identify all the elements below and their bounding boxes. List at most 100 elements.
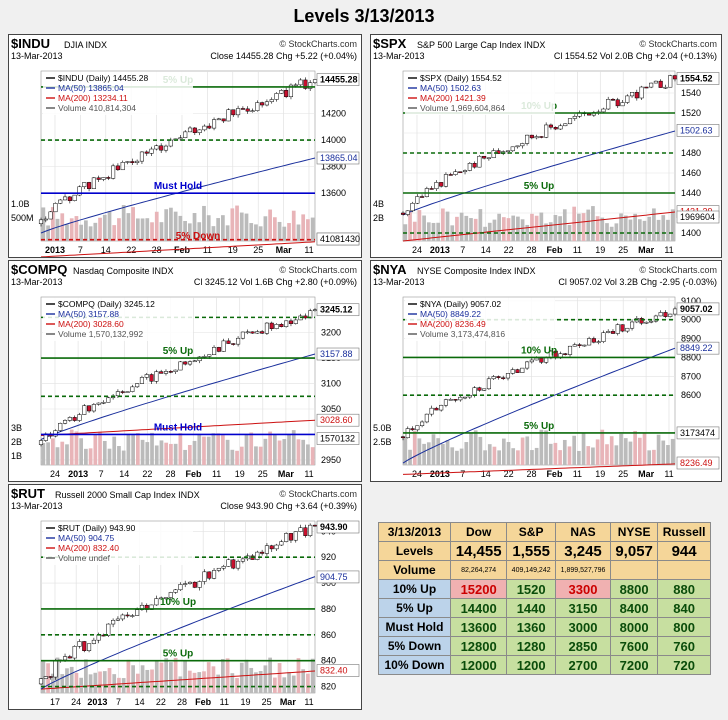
volume-bar — [41, 443, 46, 465]
x-tick-label: 22 — [142, 469, 152, 479]
volume-bar — [69, 429, 74, 465]
volume-bar — [306, 444, 310, 465]
candle — [255, 331, 260, 334]
volume-bar — [296, 224, 301, 241]
volume-bar — [249, 223, 254, 241]
y-tick-label: 860 — [321, 630, 336, 640]
candle — [587, 113, 592, 116]
candle — [212, 570, 217, 579]
x-tick-label: Mar — [280, 697, 297, 707]
volume-bar — [623, 438, 628, 465]
chart-svg-rut: $RUT Russell 2000 Small Cap Index INDX © S… — [11, 486, 360, 707]
volume-bar — [558, 216, 562, 241]
candle — [240, 331, 245, 339]
candle — [264, 322, 269, 334]
volume-bar — [666, 219, 670, 241]
volume-bar — [511, 448, 516, 465]
x-tick-label: 25 — [253, 245, 263, 255]
volume-bar — [637, 219, 642, 241]
x-tick-label: 7 — [460, 245, 465, 255]
volume-bar — [117, 677, 121, 693]
candle — [477, 387, 482, 391]
level-value: 3,245 — [554, 541, 612, 561]
candle — [303, 79, 308, 89]
candle — [168, 592, 173, 598]
volume-bar — [178, 433, 183, 465]
volume-bar — [230, 673, 235, 693]
x-tick-label: 11 — [212, 469, 221, 479]
candle — [591, 338, 596, 343]
volume-bar — [211, 433, 216, 465]
chart-svg-compq: $COMPQ Nasdaq Composite INDX © StockCharts… — [11, 262, 360, 479]
candle — [245, 108, 250, 112]
volume-bar — [126, 659, 131, 693]
candle — [672, 75, 678, 80]
candle — [159, 597, 164, 600]
candle — [653, 80, 658, 84]
volume-bar — [586, 209, 591, 241]
candle — [625, 327, 630, 332]
candle — [264, 545, 269, 554]
candle — [77, 186, 82, 196]
volume-bar — [131, 665, 135, 693]
candle — [226, 109, 231, 122]
col-header: Dow — [449, 522, 508, 542]
candle — [101, 402, 106, 404]
candle — [216, 567, 221, 571]
volume-bar — [202, 436, 206, 465]
volume-bar — [140, 439, 145, 465]
volume-bar — [169, 662, 173, 693]
volume-bar — [183, 449, 187, 465]
candle — [477, 155, 482, 168]
candle — [630, 92, 635, 97]
symbol-description: DJIA INDX — [64, 40, 107, 50]
legend-entry: $NYA (Daily) 9057.02 — [420, 299, 501, 309]
candle — [534, 357, 539, 361]
volume-bar — [254, 224, 258, 241]
volume-value: 1,899,527,796 — [554, 560, 612, 580]
candle — [260, 331, 265, 334]
price-tag-box — [676, 72, 720, 85]
price-tag-label: 41081430 — [320, 234, 360, 244]
volume-axis-label: 2B — [373, 213, 384, 223]
volume-bar — [277, 221, 282, 241]
volume-bar — [619, 433, 623, 465]
legend-entry: $INDU (Daily) 14455.28 — [58, 73, 149, 83]
volume-bar — [84, 448, 88, 465]
candle — [620, 102, 625, 107]
symbol-title: $INDU — [11, 36, 50, 51]
volume-bar — [567, 446, 572, 465]
volume-bar — [254, 446, 258, 465]
candle — [639, 86, 644, 99]
volume-bar — [272, 434, 277, 465]
volume-bar — [464, 442, 469, 465]
volume-bar — [79, 438, 84, 465]
legend-entry: MA(50) 904.75 — [58, 533, 114, 543]
volume-bar — [117, 218, 121, 241]
volume-bar — [619, 213, 623, 241]
candle — [43, 218, 48, 221]
volume-bar — [441, 444, 445, 465]
volume-bar — [501, 438, 506, 465]
volume-bar — [235, 205, 239, 241]
price-tag-label: 1554.52 — [680, 74, 713, 84]
candle — [496, 150, 501, 154]
volume-bar — [239, 662, 244, 693]
ma200-line — [40, 419, 316, 436]
x-tick-label: Feb — [195, 697, 212, 707]
volume-bar — [431, 434, 436, 465]
volume-bar — [263, 216, 268, 241]
candle — [264, 101, 269, 106]
row-label: 10% Down — [378, 655, 451, 675]
candle — [130, 615, 135, 617]
legend-background — [43, 72, 193, 115]
y-tick-label: 14200 — [321, 109, 346, 119]
candle — [649, 82, 654, 88]
symbol-title: $SPX — [373, 36, 407, 51]
x-tick-label: 14 — [481, 245, 491, 255]
candle — [255, 102, 260, 111]
level-label: 5% Up — [524, 181, 555, 192]
x-tick-label: 22 — [156, 697, 166, 707]
candle — [120, 161, 125, 171]
